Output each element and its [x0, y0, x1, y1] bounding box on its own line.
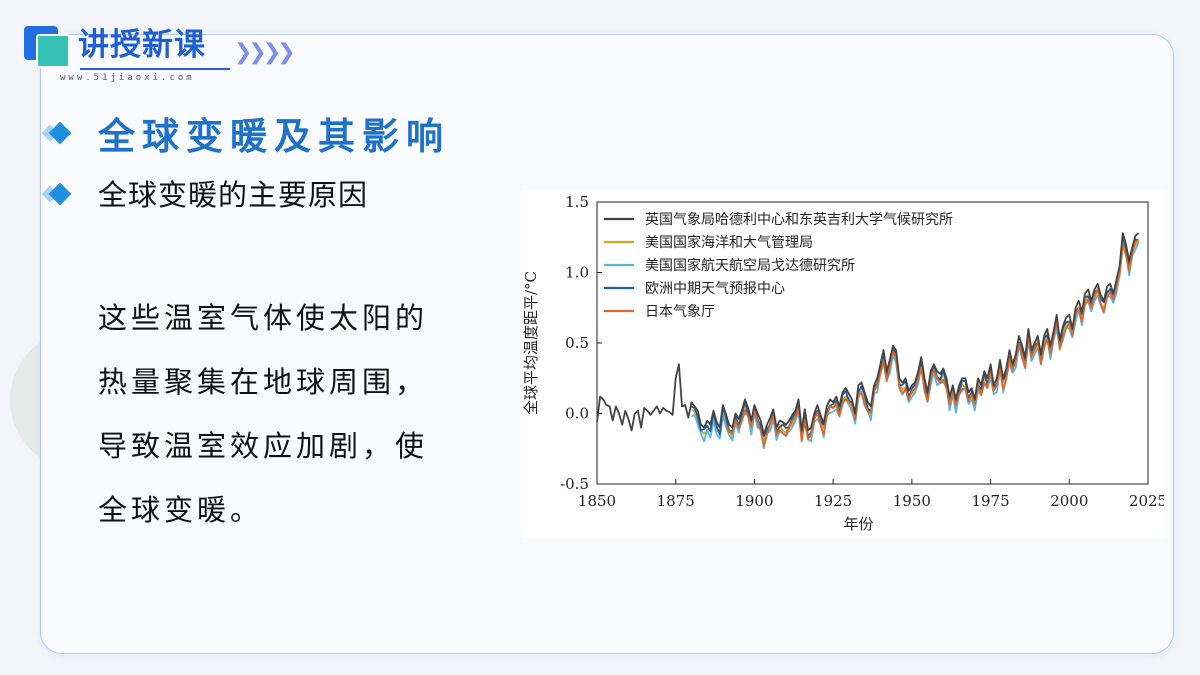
x-tick-label: 1850: [578, 492, 616, 510]
logo-icon: [24, 24, 72, 68]
legend-label: 日本气象厅: [645, 304, 715, 320]
legend-label: 欧洲中期天气预报中心: [645, 281, 785, 297]
legend-label: 英国气象局哈德利中心和东英吉利大学气候研究所: [645, 211, 953, 228]
x-tick-label: 1875: [657, 492, 695, 510]
y-tick-label: -0.5: [560, 475, 589, 493]
y-tick-label: 1.0: [565, 264, 589, 282]
legend-label: 美国国家海洋和大气管理局: [645, 234, 813, 251]
series-line: [725, 239, 1139, 447]
chart-svg: 1850 1875 1900 1925 1950 1975 2000 2025 -0.5 0.0 0…: [522, 193, 1167, 533]
x-tick-label: 2000: [1050, 492, 1088, 510]
header-title: 讲授新课: [78, 27, 206, 63]
legend-label: 美国国家航天航空局戈达德研究所: [645, 257, 855, 274]
header-url: www.51jiaoxi.com: [60, 73, 195, 83]
section-title: 全球变暖及其影响: [98, 115, 450, 158]
series-line: [596, 232, 1140, 436]
x-tick-label: 1975: [971, 492, 1009, 510]
y-tick-label: 0.0: [565, 405, 589, 423]
x-tick-label: 1900: [735, 492, 773, 510]
temperature-chart: 1850 1875 1900 1925 1950 1975 2000 2025 -0.5 0.0 0…: [522, 190, 1167, 538]
y-tick-label: 0.5: [565, 334, 589, 352]
chevron-right-icon: ❯❯❯❯: [234, 40, 296, 65]
x-axis-label: 年份: [843, 515, 873, 533]
header-underline: [80, 68, 230, 70]
section-subtitle: 全球变暖的主要原因: [98, 178, 369, 212]
y-axis-label: 全球平均温度距平/°C: [522, 271, 540, 415]
x-tick-label: 2025: [1129, 492, 1164, 510]
body-paragraph: 这些温室气体使太阳的热量聚集在地球周围，导致温室效应加剧，使全球变暖。: [98, 301, 429, 527]
x-tick-label: 1925: [814, 492, 852, 510]
y-tick-label: 1.5: [565, 193, 589, 211]
x-tick-label: 1950: [893, 492, 931, 510]
